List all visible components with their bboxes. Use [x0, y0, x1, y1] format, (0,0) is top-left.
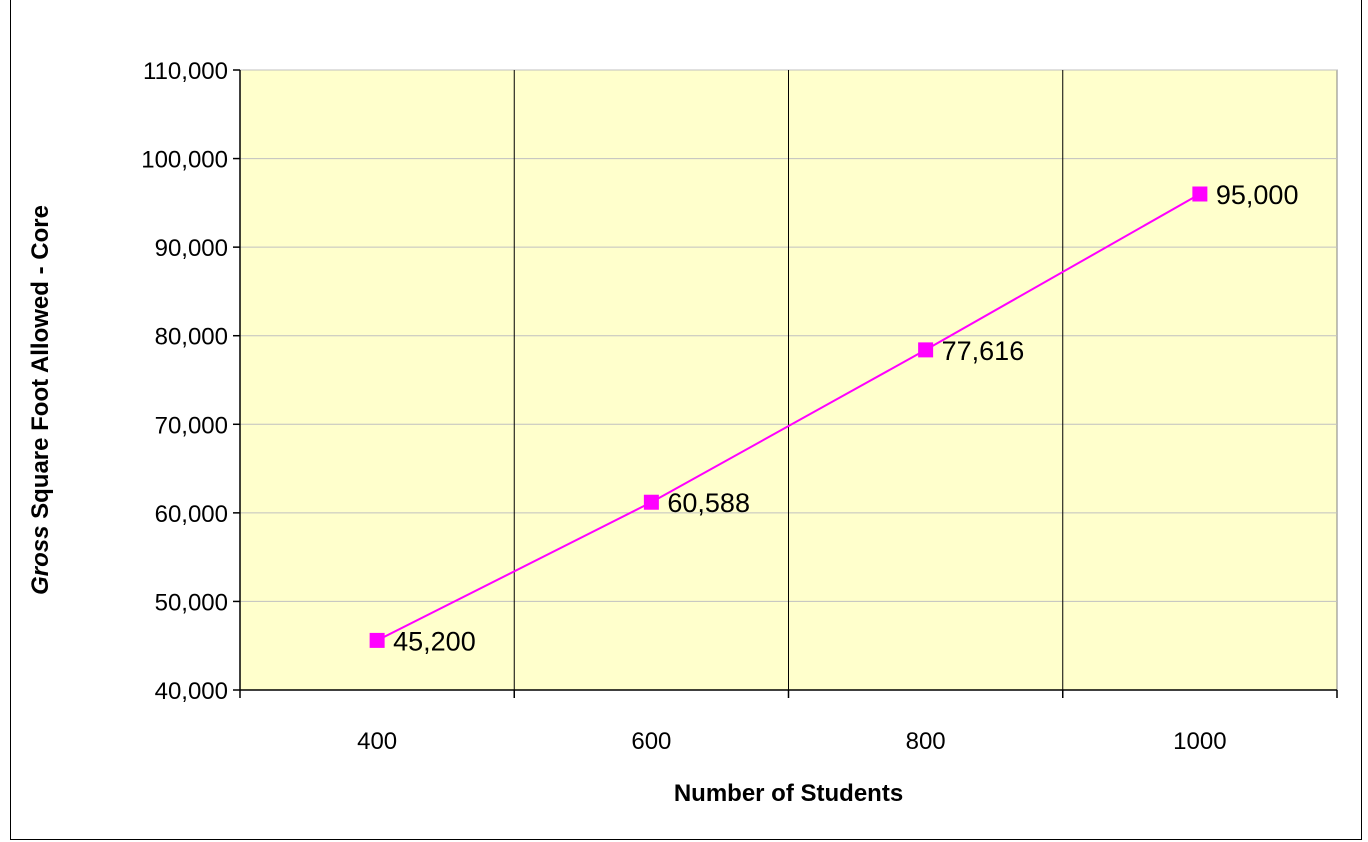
data-labels: 45,200 60,588 77,616 95,000 [393, 180, 1298, 656]
series-line [369, 186, 1208, 648]
data-point-marker [369, 632, 385, 648]
y-axis-title-italic: Gross [27, 526, 54, 595]
y-tick-label: 90,000 [155, 235, 228, 262]
y-axis-title: Gross Square Foot Allowed - Core [27, 205, 54, 595]
y-tick-label: 110,000 [143, 58, 228, 85]
axes [233, 69, 1338, 698]
data-point-marker [643, 494, 659, 510]
x-axis-tick-labels: 400 600 800 1000 [357, 728, 1226, 755]
y-tick-label: 50,000 [155, 589, 228, 616]
y-tick-label: 80,000 [155, 324, 228, 351]
data-label: 95,000 [1216, 180, 1299, 210]
vertical-gridlines [513, 70, 1064, 690]
x-tick-label: 600 [631, 728, 671, 755]
x-tick-label: 1000 [1173, 728, 1226, 755]
data-point-marker [1192, 186, 1208, 202]
y-tick-label: 40,000 [155, 678, 228, 705]
y-axis-tick-labels: 40,000 50,000 60,000 70,000 80,000 90,000 100,… [141, 58, 228, 705]
y-tick-label: 60,000 [155, 501, 228, 528]
x-tick-label: 400 [357, 728, 397, 755]
data-label: 45,200 [393, 626, 476, 656]
series-path [376, 193, 1201, 642]
data-label: 77,616 [942, 336, 1025, 366]
x-axis-title: Number of Students [674, 780, 903, 807]
data-label: 60,588 [667, 488, 750, 518]
x-tick-label: 800 [906, 728, 946, 755]
data-point-marker [918, 342, 934, 358]
y-tick-label: 70,000 [155, 412, 228, 439]
y-tick-label: 100,000 [141, 147, 228, 174]
y-axis-title-rest: Square Foot Allowed - Core [27, 205, 54, 525]
